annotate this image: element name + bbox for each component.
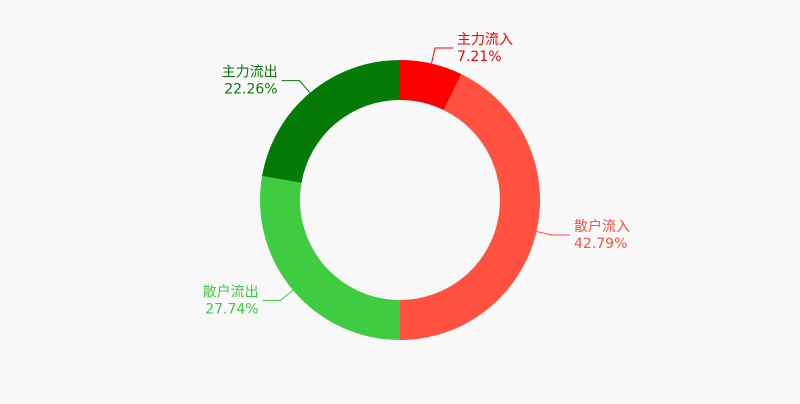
donut-slice: [262, 60, 400, 183]
leader-line: [536, 230, 571, 236]
slice-label: 主力流入: [457, 32, 513, 48]
slice-label: 主力流出: [222, 65, 278, 81]
slice-label: 散户流入: [574, 218, 630, 235]
leader-line: [281, 80, 311, 94]
slice-value-label: 7.21%: [457, 49, 501, 65]
slice-value-label: 27.74%: [205, 301, 258, 317]
donut-slice: [400, 74, 540, 341]
leader-line: [430, 47, 454, 64]
slice-label: 散户流出: [203, 283, 259, 300]
slice-value-label: 42.79%: [574, 236, 627, 252]
donut-slice: [400, 60, 462, 111]
donut-slice: [260, 176, 400, 340]
leader-line: [262, 289, 294, 301]
slice-value-label: 22.26%: [224, 82, 277, 98]
